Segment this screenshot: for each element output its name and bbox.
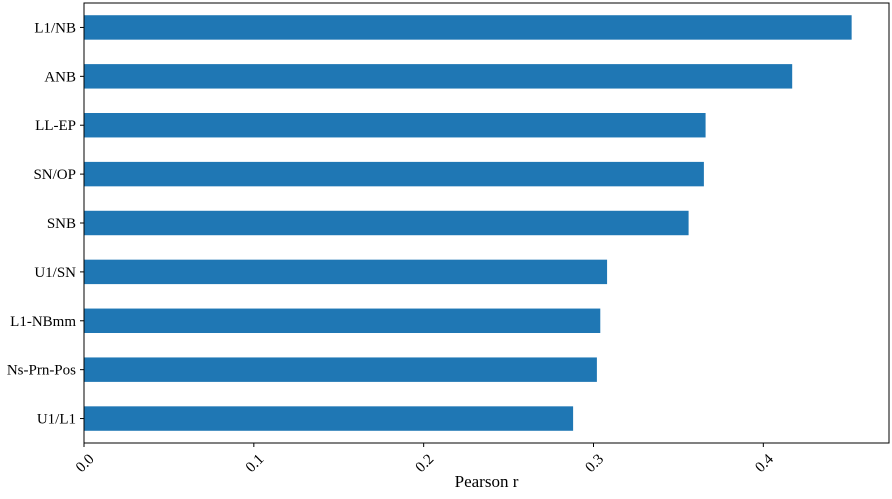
x-tick-label: 0.4 (752, 451, 777, 476)
bars (84, 15, 852, 431)
bar-ns-prn-pos (84, 357, 597, 382)
y-tick-label: Ns-Prn-Pos (7, 363, 76, 379)
bar-l1-nbmm (84, 308, 601, 333)
x-tick-label: 0.3 (583, 451, 608, 476)
x-tick-label: 0.2 (413, 451, 438, 476)
bar-anb (84, 64, 793, 89)
y-tick-label: L1-NBmm (10, 314, 76, 330)
plot-frame (83, 2, 890, 444)
bar-l1-nb (84, 15, 852, 40)
bar-ll-ep (84, 113, 706, 138)
bar-snb (84, 210, 689, 236)
y-tick-label: ANB (44, 69, 76, 85)
x-axis-label: Pearson r (455, 472, 519, 491)
bar-sn-op (84, 161, 704, 187)
x-axis-ticks: 0.0 0.1 0.2 0.3 0.4 (73, 443, 777, 476)
y-tick-label: SN/OP (33, 167, 76, 183)
y-tick-label: U1/L1 (37, 412, 76, 428)
bar-u1-sn (84, 259, 608, 285)
y-tick-label: U1/SN (34, 265, 76, 281)
bar-u1-l1 (84, 406, 574, 431)
y-tick-label: SNB (47, 216, 76, 232)
y-tick-label: LL-EP (35, 118, 76, 134)
x-tick-label: 0.1 (243, 451, 268, 476)
y-axis-ticks: L1/NB ANB LL-EP SN/OP SNB U1/SN L1-NBmm Ns-Prn-… (7, 20, 84, 428)
y-tick-label: L1/NB (34, 20, 76, 36)
x-tick-label: 0.0 (73, 451, 98, 476)
